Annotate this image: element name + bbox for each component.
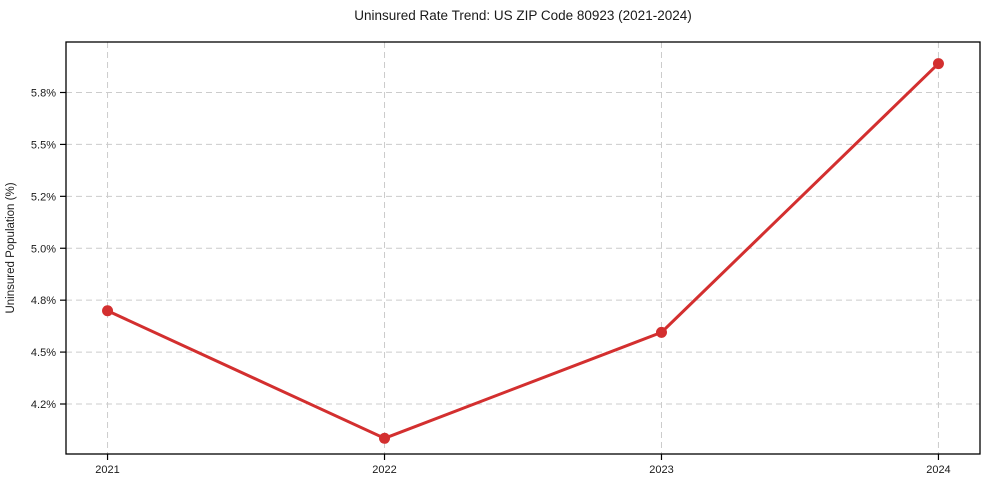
y-tick-label: 5.8%	[31, 88, 56, 100]
y-tick-labels: 4.2% 4.5% 4.8% 5.0% 5.2% 5.5% 5.8%	[31, 88, 56, 412]
y-tick-label: 5.2%	[31, 191, 56, 203]
horizontal-gridlines	[66, 92, 980, 405]
x-tick-label: 2021	[95, 464, 119, 476]
y-tick-label: 4.2%	[31, 399, 56, 411]
y-tick-label: 4.8%	[31, 295, 56, 307]
y-tick-label: 5.0%	[31, 243, 56, 255]
data-point-marker	[379, 432, 391, 444]
x-tick-label: 2024	[926, 464, 950, 476]
data-point-marker	[102, 305, 114, 317]
trend-line	[106, 62, 940, 440]
chart-title: Uninsured Rate Trend: US ZIP Code 80923 …	[354, 8, 691, 23]
data-point-markers	[102, 58, 944, 444]
data-point-marker	[655, 326, 667, 338]
x-tick-labels: 2021 2022 2023 2024	[95, 464, 950, 476]
axis-tick-marks	[60, 91, 940, 460]
vertical-gridlines	[107, 42, 939, 454]
y-axis-label: Uninsured Population (%)	[5, 182, 17, 313]
y-tick-label: 5.5%	[31, 139, 56, 151]
x-tick-label: 2022	[372, 464, 396, 476]
plot-border	[65, 41, 981, 455]
y-tick-label: 4.5%	[31, 347, 56, 359]
data-point-marker	[932, 58, 944, 70]
x-tick-label: 2023	[649, 464, 673, 476]
